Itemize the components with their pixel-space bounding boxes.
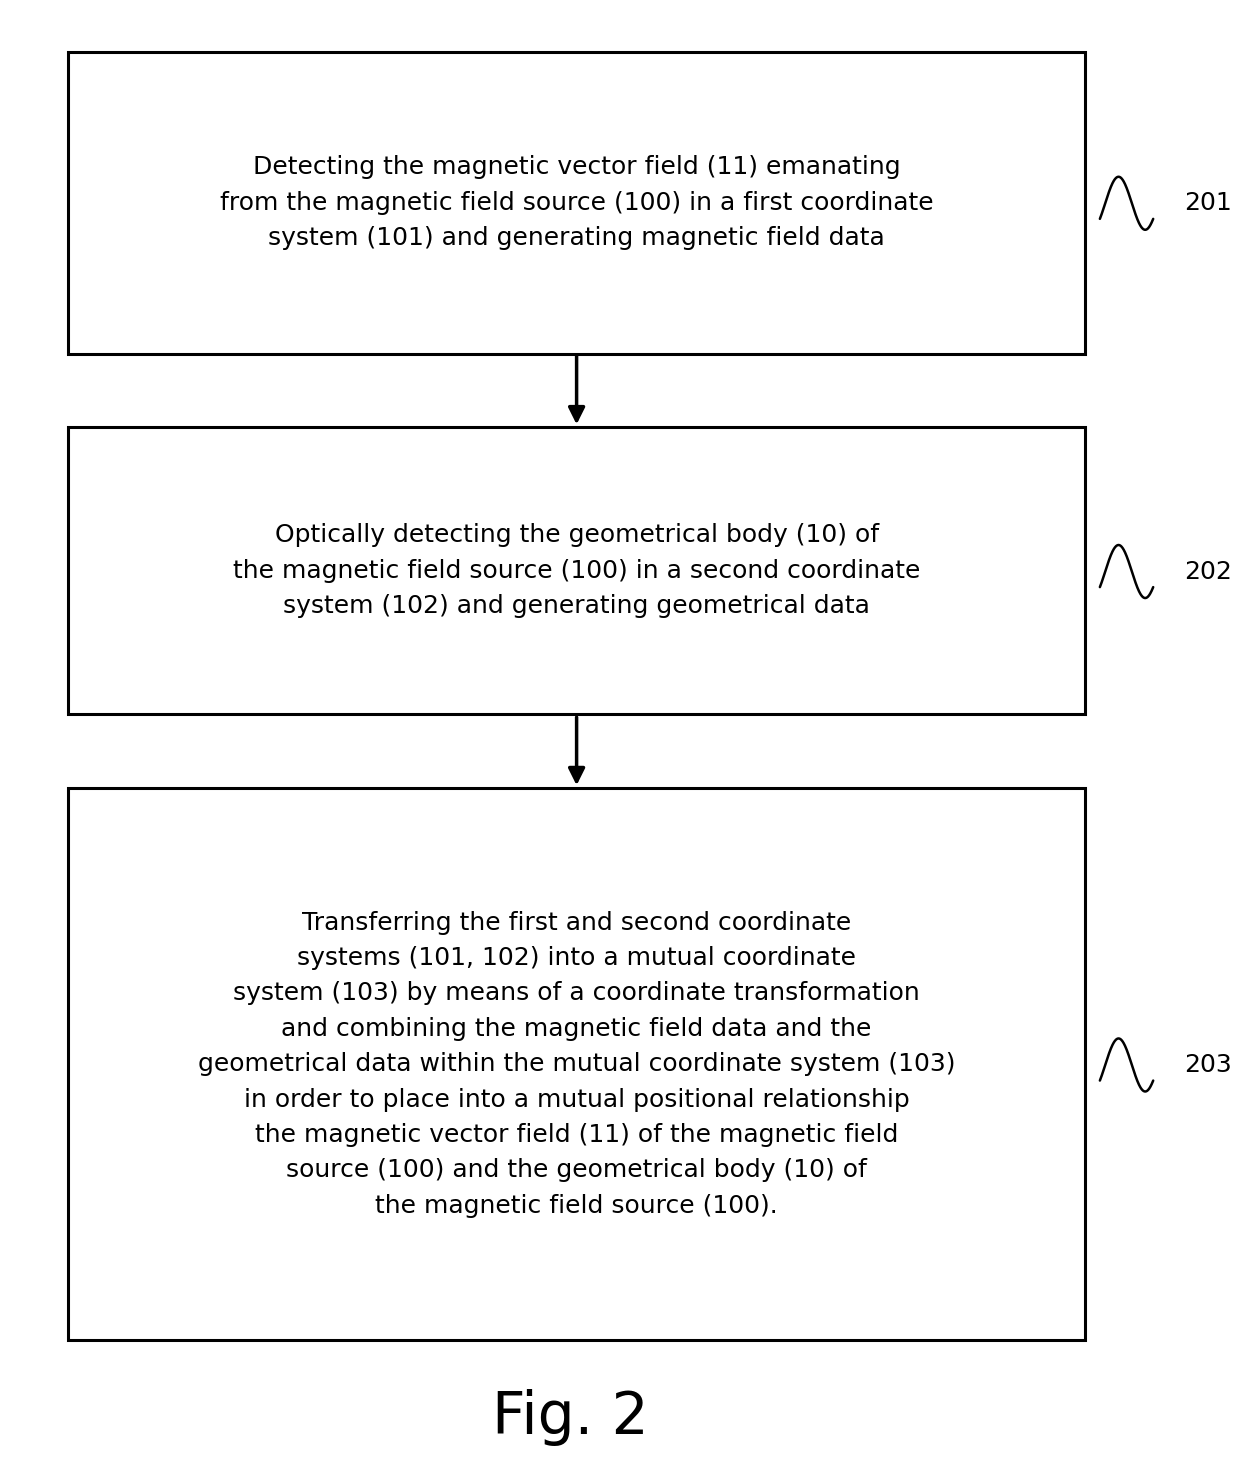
- Bar: [68, 788, 1085, 1340]
- Text: Fig. 2: Fig. 2: [492, 1389, 649, 1445]
- Text: 203: 203: [1184, 1053, 1233, 1077]
- Bar: [68, 427, 1085, 714]
- Text: Transferring the first and second coordinate
systems (101, 102) into a mutual co: Transferring the first and second coordi…: [198, 910, 955, 1218]
- Text: 202: 202: [1184, 560, 1233, 583]
- Text: Optically detecting the geometrical body (10) of
the magnetic field source (100): Optically detecting the geometrical body…: [233, 523, 920, 619]
- Bar: [68, 52, 1085, 354]
- Text: Detecting the magnetic vector field (11) emanating
from the magnetic field sourc: Detecting the magnetic vector field (11)…: [219, 155, 934, 250]
- Text: 201: 201: [1184, 191, 1233, 215]
